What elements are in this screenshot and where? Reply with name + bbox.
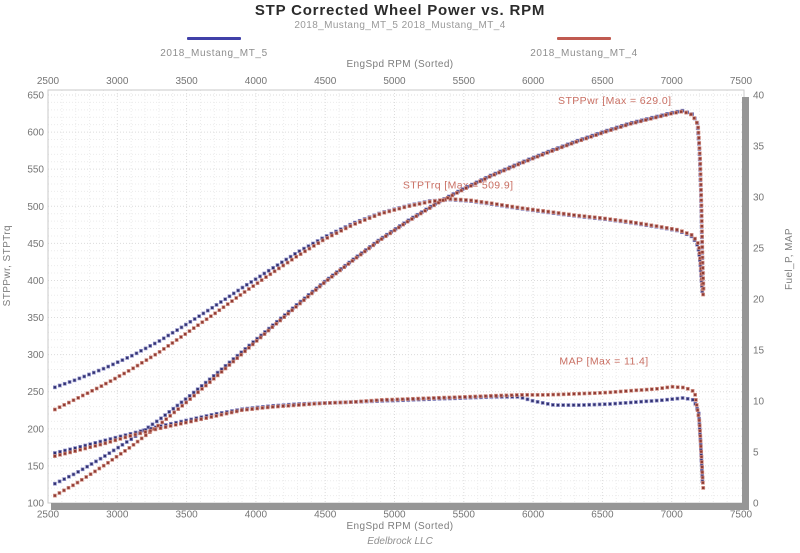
- x-tick-top: 7500: [730, 76, 753, 87]
- x-tick-bottom: 4000: [245, 509, 268, 520]
- annotation-label: STPTrq [Max = 509.9]: [403, 179, 514, 191]
- y-tick-left: 600: [27, 128, 44, 139]
- series-map-2018-mustang-mt-4: [53, 384, 706, 490]
- x-axis-title-top: EngSpd RPM (Sorted): [346, 59, 454, 70]
- y-tick-right: 25: [753, 244, 765, 255]
- y-tick-left: 100: [27, 499, 44, 510]
- x-tick-bottom: 7500: [730, 509, 753, 520]
- axis-tick-labels: 2500250030003000350035004000400045004500…: [27, 76, 764, 520]
- series-stptrq-2018-mustang-mt-4: [53, 197, 705, 412]
- legend-item-mustang-mt5[interactable]: 2018_Mustang_MT_5: [126, 37, 302, 61]
- y-tick-left: 500: [27, 202, 44, 213]
- max-annotations: STPPwr [Max = 629.0] STPTrq [Max = 509.9]…: [403, 95, 671, 367]
- y-tick-left: 450: [27, 239, 44, 250]
- x-tick-top: 5000: [383, 76, 406, 87]
- legend-swatch-mt5: [187, 37, 241, 40]
- y-tick-left: 550: [27, 165, 44, 176]
- grid: [48, 90, 744, 503]
- y-tick-right: 10: [753, 397, 765, 408]
- chart-footer: Edelbrock LLC: [367, 536, 433, 547]
- x-tick-bottom: 4500: [314, 509, 337, 520]
- y-tick-right: 40: [753, 91, 765, 102]
- y-tick-right: 20: [753, 295, 765, 306]
- x-tick-top: 6500: [591, 76, 614, 87]
- y-axis-title-left: STPPwr, STPTrq: [2, 225, 13, 307]
- y-tick-right: 15: [753, 346, 765, 357]
- y-tick-right: 30: [753, 193, 765, 204]
- x-tick-top: 4000: [245, 76, 268, 87]
- legend-label-mt4: 2018_Mustang_MT_4: [530, 48, 638, 59]
- y-tick-right: 35: [753, 142, 765, 153]
- series-stppwr-2018-mustang-mt-4: [53, 109, 706, 498]
- legend-label-mt5: 2018_Mustang_MT_5: [160, 48, 268, 59]
- x-tick-top: 7000: [661, 76, 684, 87]
- y-tick-left: 400: [27, 276, 44, 287]
- y-tick-left: 200: [27, 424, 44, 435]
- legend-swatch-mt4: [557, 37, 611, 40]
- series-map-2018-mustang-mt-5: [53, 395, 705, 483]
- x-tick-top: 3500: [175, 76, 198, 87]
- y-tick-left: 150: [27, 461, 44, 472]
- y-tick-left: 250: [27, 387, 44, 398]
- y-tick-right: 5: [753, 448, 759, 459]
- y-axis-title-right: Fuel_P, MAP: [784, 228, 795, 291]
- annotation-label: STPPwr [Max = 629.0]: [558, 95, 671, 107]
- x-tick-bottom: 7000: [661, 509, 684, 520]
- x-tick-bottom: 6500: [591, 509, 614, 520]
- y-tick-left: 650: [27, 91, 44, 102]
- x-tick-top: 3000: [106, 76, 129, 87]
- x-tick-bottom: 3000: [106, 509, 129, 520]
- x-tick-top: 6000: [522, 76, 545, 87]
- y-tick-right: 0: [753, 499, 759, 510]
- chart-title: STP Corrected Wheel Power vs. RPM: [254, 2, 546, 19]
- x-tick-top: 2500: [37, 76, 60, 87]
- y-tick-left: 350: [27, 313, 44, 324]
- x-tick-bottom: 5500: [453, 509, 476, 520]
- legend-item-mustang-mt4[interactable]: 2018_Mustang_MT_4: [496, 37, 672, 61]
- plot-frame: [47, 89, 749, 510]
- x-tick-top: 5500: [453, 76, 476, 87]
- x-tick-bottom: 3500: [175, 509, 198, 520]
- x-tick-bottom: 6000: [522, 509, 545, 520]
- annotation-label: MAP [Max = 11.4]: [559, 355, 648, 367]
- y-tick-left: 300: [27, 350, 44, 361]
- x-tick-bottom: 2500: [37, 509, 60, 520]
- x-tick-bottom: 5000: [383, 509, 406, 520]
- x-tick-top: 4500: [314, 76, 337, 87]
- chart-subtitle: 2018_Mustang_MT_5 2018_Mustang_MT_4: [294, 20, 506, 31]
- x-axis-title-bottom: EngSpd RPM (Sorted): [346, 521, 454, 532]
